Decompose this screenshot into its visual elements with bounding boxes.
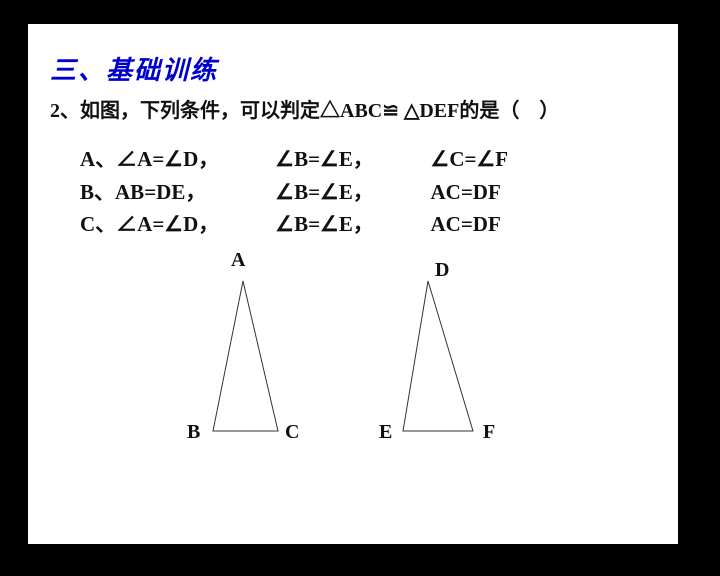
option-a: A、∠A=∠D， ∠B=∠E， ∠C=∠F (80, 143, 656, 176)
option-a-c1: ∠A=∠D， (116, 147, 219, 171)
option-a-c3: ∠C=∠F (431, 143, 509, 176)
vertex-a-label: A (231, 249, 245, 272)
option-a-c2: ∠B=∠E， (275, 143, 425, 176)
option-c-c3: AC=DF (431, 208, 501, 241)
option-c: C、∠A=∠D， ∠B=∠E， AC=DF (80, 208, 656, 241)
option-b: B、AB=DE， ∠B=∠E， AC=DF (80, 176, 656, 209)
triangle-def: D E F (373, 251, 533, 451)
option-a-label: A、 (80, 147, 116, 171)
question-text: 如图，下列条件，可以判定△ABC≌ △DEF的是（ ） (80, 100, 559, 122)
vertex-c-label: C (285, 421, 299, 444)
option-b-c2: ∠B=∠E， (275, 176, 425, 209)
option-c-label: C、 (80, 212, 116, 236)
vertex-f-label: F (483, 421, 495, 444)
option-b-label: B、 (80, 180, 115, 204)
question-number: 2、 (50, 100, 80, 122)
options-block: A、∠A=∠D， ∠B=∠E， ∠C=∠F B、AB=DE， ∠B=∠E， AC… (80, 143, 656, 241)
section-title: 三、基础训练 (50, 50, 656, 87)
vertex-e-label: E (379, 421, 392, 444)
option-c-c2: ∠B=∠E， (275, 208, 425, 241)
slide-page: 三、基础训练 2、如图，下列条件，可以判定△ABC≌ △DEF的是（ ） A、∠… (28, 24, 678, 544)
triangle-def-svg (373, 251, 533, 451)
vertex-b-label: B (187, 421, 200, 444)
diagrams-row: A B C D E F (50, 251, 656, 451)
option-b-c1: AB=DE， (115, 180, 206, 204)
vertex-d-label: D (435, 259, 449, 282)
question-row: 2、如图，下列条件，可以判定△ABC≌ △DEF的是（ ） (50, 97, 656, 125)
option-b-c3: AC=DF (431, 176, 501, 209)
triangle-abc: A B C (173, 251, 333, 451)
option-c-c1: ∠A=∠D， (116, 212, 219, 236)
